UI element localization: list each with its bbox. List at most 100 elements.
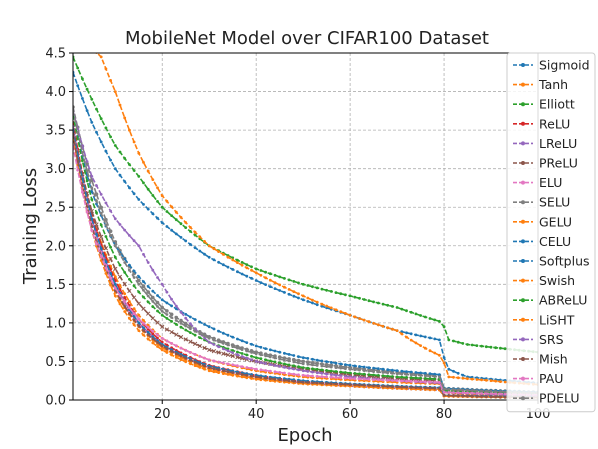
- series-point-relu: [118, 288, 122, 291]
- series-point-lisht: [160, 194, 164, 198]
- series-point-lisht: [81, 38, 84, 41]
- series-point-abrelu: [297, 365, 300, 369]
- series-point-sigmoid: [95, 130, 98, 134]
- series-point-pdelu: [81, 151, 84, 154]
- series-point-lisht: [283, 285, 286, 289]
- series-point-prelu: [188, 339, 193, 344]
- series-point-celu: [151, 335, 155, 339]
- series-point-pau: [278, 371, 282, 374]
- series-point-selu: [155, 300, 160, 305]
- series-point-pdelu: [156, 305, 159, 308]
- series-point-mish: [503, 395, 507, 399]
- series-point-prelu: [127, 288, 132, 294]
- series-point-lisht: [109, 79, 112, 82]
- series-point-pau: [494, 392, 498, 396]
- series-point-prelu: [155, 320, 160, 325]
- x-tick-label: 20: [154, 407, 171, 422]
- series-point-prelu: [192, 341, 198, 346]
- series-point-tanh: [137, 313, 141, 317]
- series-point-swish: [146, 337, 150, 341]
- series-point-srs: [315, 371, 319, 375]
- series-point-softplus: [325, 360, 328, 363]
- series-srs: [73, 109, 538, 397]
- series-point-elliott: [344, 293, 347, 297]
- series-point-selu: [141, 284, 146, 289]
- series-point-mish: [447, 394, 451, 397]
- legend-marker: [521, 102, 525, 107]
- plot-frame: [72, 52, 539, 401]
- series-point-pau: [268, 369, 272, 373]
- series-point-mish: [376, 384, 380, 388]
- series-point-elliott: [264, 270, 267, 274]
- series-point-lisht: [123, 116, 127, 120]
- series-layer: [73, 38, 538, 400]
- series-point-pdelu: [250, 351, 253, 354]
- series-point-mish: [461, 394, 465, 398]
- series-point-mish: [259, 376, 263, 379]
- series-point-prelu: [103, 246, 109, 251]
- series-point-swish: [203, 367, 206, 371]
- series-point-srs: [297, 368, 300, 372]
- series-point-lisht: [438, 353, 441, 357]
- series-point-srs: [203, 336, 206, 340]
- series-point-abrelu: [240, 352, 244, 355]
- series-point-lisht: [442, 361, 446, 365]
- series-point-swish: [217, 371, 221, 374]
- series-point-srs: [339, 374, 343, 378]
- series-point-abrelu: [301, 366, 305, 369]
- series-point-relu: [123, 296, 127, 300]
- series-point-pau: [381, 378, 385, 382]
- series-point-celu: [113, 282, 117, 286]
- series-point-lisht: [311, 298, 314, 302]
- series-point-elliott: [461, 342, 465, 345]
- series-point-elliott: [484, 345, 488, 349]
- series-point-lisht: [156, 186, 159, 190]
- y-axis-label: Training Loss: [20, 168, 41, 285]
- series-point-abrelu: [90, 198, 94, 201]
- legend-item-relu: ReLU: [513, 116, 570, 131]
- series-point-sigmoid: [179, 236, 183, 239]
- series-point-pdelu: [395, 372, 399, 376]
- series-point-elliott: [245, 263, 249, 266]
- series-point-pdelu: [90, 186, 94, 190]
- legend-item-pau: PAU: [513, 371, 563, 386]
- series-point-softplus: [433, 372, 437, 376]
- series-point-elliott: [358, 296, 361, 300]
- series-point-mish: [358, 383, 361, 387]
- series-point-srs: [301, 369, 305, 373]
- series-point-sigmoid: [231, 268, 235, 271]
- series-point-softplus: [391, 368, 394, 372]
- series-point-mish: [123, 305, 127, 308]
- legend-item-prelu: PReLU: [513, 156, 578, 171]
- series-point-sigmoid: [320, 304, 324, 308]
- series-point-mish: [391, 385, 394, 389]
- series-point-abrelu: [278, 361, 282, 365]
- series-point-elliott: [85, 87, 89, 91]
- series-point-mish: [301, 380, 305, 384]
- series-point-srs: [226, 349, 230, 353]
- series-point-prelu: [202, 345, 207, 351]
- series-point-pau: [367, 378, 371, 381]
- series-point-swish: [109, 283, 112, 287]
- series-point-lisht: [329, 306, 333, 310]
- series-point-elliott: [405, 309, 408, 313]
- series-point-elliott: [372, 300, 375, 304]
- series-point-mish: [306, 381, 310, 384]
- series-point-mish: [268, 377, 272, 380]
- series-point-mish: [250, 374, 253, 378]
- series-point-pau: [334, 376, 338, 379]
- series-point-elliott: [414, 312, 418, 316]
- series-point-srs: [151, 268, 155, 272]
- series-point-pau: [344, 376, 347, 380]
- series-point-pdelu: [339, 366, 343, 370]
- series-point-pau: [99, 255, 103, 258]
- series-point-lisht: [221, 253, 225, 256]
- series-point-pdelu: [137, 282, 141, 286]
- series-point-pdelu: [184, 324, 188, 328]
- series-point-elliott: [386, 303, 390, 307]
- series-point-elliott: [306, 284, 310, 287]
- series-point-softplus: [245, 341, 249, 344]
- series-point-softplus: [395, 369, 399, 373]
- series-point-pau: [170, 342, 174, 345]
- series-point-pdelu: [217, 340, 221, 344]
